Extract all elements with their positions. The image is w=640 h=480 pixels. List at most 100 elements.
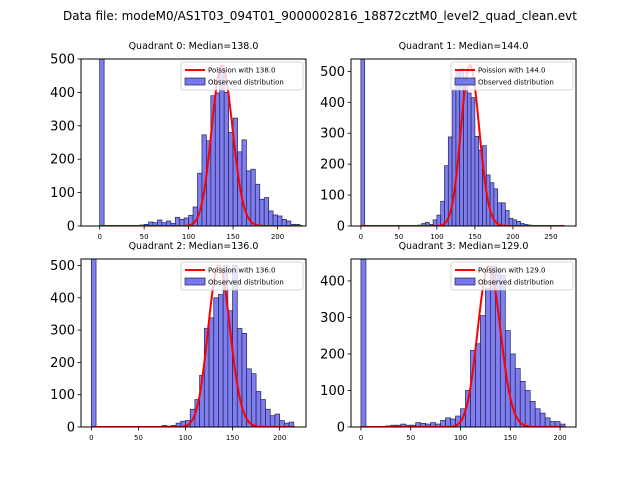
x-tick-label: 100 — [179, 434, 192, 442]
subplot-title: Quadrant 0: Median=138.0 — [129, 41, 259, 52]
y-tick-label: 400 — [50, 86, 75, 101]
y-tick-label: 100 — [320, 189, 345, 204]
histogram-bar — [265, 408, 271, 427]
y-tick-label: 200 — [50, 153, 75, 168]
histogram-bar — [263, 197, 269, 226]
y-tick-label: 500 — [50, 259, 75, 274]
histogram-bar — [277, 215, 283, 226]
histogram-bar — [251, 373, 257, 427]
x-tick-label: 100 — [454, 434, 467, 442]
subplot-quadrant-1: Quadrant 1: Median=144.00100200300400500… — [320, 41, 577, 241]
plot-area — [99, 59, 303, 226]
legend: Poission with 144.0 Observed distribution — [450, 61, 574, 91]
histogram-bar — [213, 297, 219, 427]
legend-box — [180, 61, 304, 91]
histogram-bar — [524, 390, 531, 427]
histogram-bar — [480, 315, 486, 427]
y-tick-label: 0 — [67, 421, 75, 436]
figure-suptitle: Data file: modeM0/AS1T03_094T01_90000028… — [63, 9, 577, 23]
histogram-bar — [440, 200, 445, 226]
histogram-bar — [470, 97, 476, 226]
axes-frame — [80, 258, 307, 428]
histogram-bar — [268, 210, 274, 226]
histogram-bar — [509, 353, 516, 427]
histogram-bar — [255, 391, 262, 427]
histogram-bar — [259, 198, 265, 226]
y-tick-label: 100 — [320, 384, 345, 399]
histogram-bar — [219, 68, 225, 226]
histogram-bar — [214, 92, 221, 226]
legend-box — [450, 61, 574, 91]
legend-poisson-label: Poission with 144.0 — [478, 67, 546, 75]
subplot-title: Quadrant 2: Median=136.0 — [129, 241, 259, 252]
y-tick-label: 500 — [50, 53, 75, 68]
histogram-bar — [501, 202, 506, 226]
histogram-bar — [236, 328, 243, 427]
x-tick-label: 100 — [182, 233, 195, 241]
legend-poisson-label: Poission with 129.0 — [478, 267, 546, 275]
subplot-quadrant-3: Quadrant 3: Median=129.0 0 100 200 300 400 0 50… — [320, 241, 577, 442]
histogram-bar — [497, 202, 502, 226]
histogram-bar — [269, 415, 276, 427]
x-tick-label: 0 — [359, 434, 363, 442]
legend-box — [180, 261, 304, 291]
y-tick-label: 200 — [50, 356, 75, 371]
histogram-bar — [544, 417, 551, 427]
histogram-bar — [260, 399, 266, 427]
legend-observed-swatch — [184, 77, 206, 86]
y-tick-label: 0 — [337, 220, 345, 235]
y-tick-label: 400 — [50, 291, 75, 306]
histogram-bar — [474, 135, 480, 226]
y-tick-label: 200 — [320, 158, 345, 173]
axes-frame — [350, 258, 577, 428]
x-tick-label: 200 — [271, 233, 284, 241]
histogram-bar — [534, 408, 541, 427]
x-tick-label: 50 — [140, 233, 149, 241]
subplot-quadrant-2: Quadrant 2: Median=136.00100200300400500… — [50, 241, 307, 442]
legend: Poission with 138.0 Observed distribution — [180, 61, 304, 91]
histogram-bar — [459, 67, 464, 226]
histogram-bar — [519, 380, 526, 427]
y-tick-label: 300 — [50, 324, 75, 339]
histogram-bar — [436, 214, 442, 226]
x-tick-label: 150 — [468, 233, 481, 241]
x-tick-label: 250 — [544, 233, 557, 241]
histogram-bar — [360, 59, 366, 226]
histogram-bar — [539, 412, 546, 427]
legend-poisson-label: Poission with 136.0 — [208, 267, 276, 275]
histogram-bar — [254, 183, 261, 226]
y-tick-label: 0 — [67, 220, 75, 235]
histogram-bar — [475, 343, 481, 427]
y-tick-label: 300 — [320, 311, 345, 326]
y-tick-label: 100 — [50, 186, 75, 201]
histogram-bar — [228, 132, 234, 226]
histogram-bar — [281, 218, 287, 226]
x-tick-label: 0 — [89, 434, 93, 442]
histogram-bar — [91, 259, 97, 427]
x-tick-label: 150 — [226, 434, 239, 442]
legend: Poission with 136.0 Observed distribution — [180, 261, 304, 291]
poisson-curve — [360, 64, 565, 226]
x-tick-label: 50 — [134, 434, 143, 442]
legend: Poission with 129.0 Observed distribution — [450, 261, 574, 291]
legend-observed-swatch — [454, 277, 476, 286]
x-tick-label: 50 — [394, 233, 403, 241]
x-tick-label: 200 — [273, 434, 286, 442]
x-tick-label: 0 — [97, 233, 101, 241]
x-tick-label: 150 — [504, 434, 517, 442]
histogram-bar — [174, 216, 181, 226]
legend-observed-label: Observed distribution — [478, 279, 554, 287]
y-tick-label: 0 — [337, 421, 345, 436]
histogram-bar — [504, 210, 510, 226]
histogram-bar — [466, 92, 472, 226]
histogram-bar — [529, 401, 536, 427]
y-tick-label: 200 — [320, 347, 345, 362]
histogram-bar — [208, 317, 215, 427]
x-tick-label: 150 — [226, 233, 239, 241]
histogram-bar — [223, 92, 229, 226]
histogram-bar — [286, 220, 292, 226]
x-tick-label: 100 — [430, 233, 443, 241]
subplot-title: Quadrant 1: Median=144.0 — [399, 41, 529, 52]
histogram-bar — [272, 214, 278, 226]
